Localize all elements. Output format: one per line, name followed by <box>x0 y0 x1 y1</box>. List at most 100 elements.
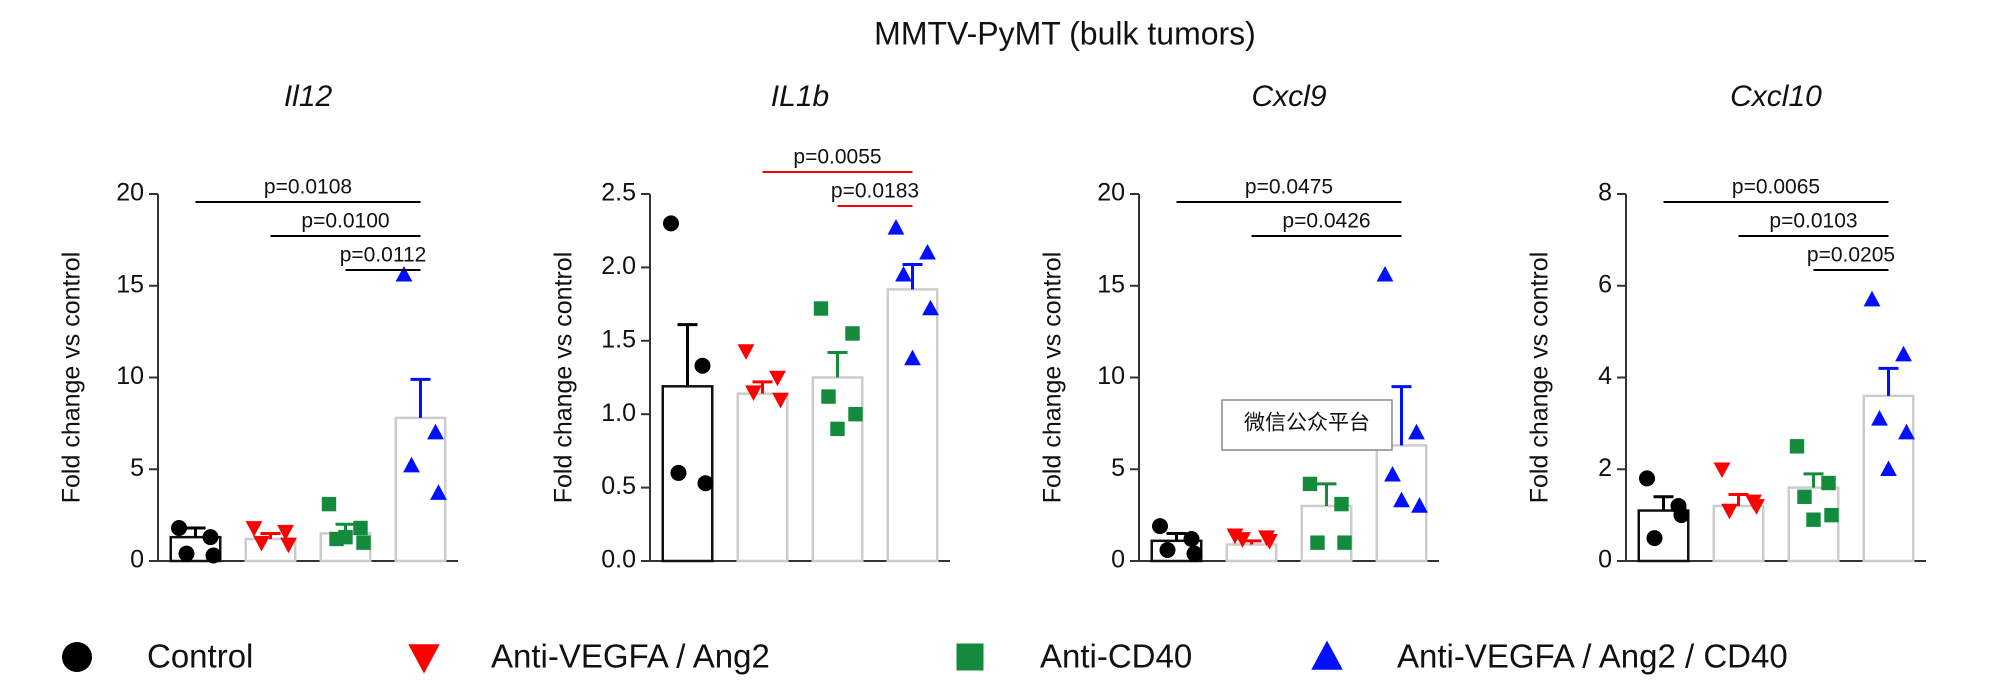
data-point <box>1261 534 1278 550</box>
p-value: p=0.0055 <box>793 146 881 169</box>
data-point <box>848 407 863 422</box>
data-point <box>321 496 337 512</box>
data-point <box>1721 503 1738 520</box>
data-point <box>205 547 222 564</box>
bar <box>736 392 789 563</box>
p-value: p=0.0426 <box>1282 210 1370 233</box>
chart-title: IL1b <box>771 80 829 113</box>
data-point <box>694 357 711 374</box>
data-point <box>1898 423 1915 440</box>
data-point <box>1713 462 1731 479</box>
data-point <box>922 299 939 316</box>
data-point <box>1806 512 1821 527</box>
data-point <box>1408 423 1425 440</box>
legend-label: Anti-VEGFA / Ang2 / CD40 <box>1397 638 1788 675</box>
y-tick-label: 20 <box>116 179 144 207</box>
data-point <box>1871 409 1888 426</box>
y-tick-label: 0 <box>130 546 144 574</box>
bar <box>886 288 939 563</box>
data-point <box>1411 497 1428 513</box>
error-bar <box>827 351 848 378</box>
data-point <box>697 475 714 492</box>
error-bar <box>677 323 698 387</box>
data-point <box>253 535 270 552</box>
y-tick-label: 10 <box>1097 362 1125 390</box>
data-point <box>1152 518 1168 535</box>
data-point <box>277 524 294 541</box>
p-value: p=0.0108 <box>264 176 352 199</box>
y-tick-label: 5 <box>1111 454 1125 482</box>
data-point <box>1234 532 1251 548</box>
p-value: p=0.0100 <box>301 210 389 233</box>
y-axis-label: Fold change vs control <box>1039 252 1067 504</box>
data-point <box>403 456 420 473</box>
y-axis-label: Fold change vs control <box>1526 252 1554 504</box>
data-point <box>338 529 353 545</box>
p-value: p=0.0183 <box>831 180 919 203</box>
p-value: p=0.0205 <box>1807 244 1895 267</box>
bar <box>1862 394 1915 563</box>
y-tick-label: 2 <box>1598 454 1612 482</box>
chart-title: Cxcl10 <box>1730 80 1822 113</box>
data-point <box>1302 476 1318 492</box>
data-point <box>887 218 905 235</box>
y-axis-label: Fold change vs control <box>550 252 578 504</box>
data-point <box>745 385 762 401</box>
error-bar <box>902 262 923 290</box>
y-tick-label: 0.0 <box>601 546 636 574</box>
data-point <box>663 215 679 232</box>
data-point <box>737 344 755 360</box>
p-value: p=0.0065 <box>1732 176 1820 199</box>
data-point <box>821 389 836 404</box>
data-point <box>1797 489 1812 504</box>
y-tick-label: 1.0 <box>601 399 636 427</box>
data-point <box>772 392 789 409</box>
legend-label: Anti-CD40 <box>1040 638 1192 675</box>
y-tick-label: 20 <box>1097 179 1125 207</box>
figure-title: MMTV-PyMT (bulk tumors) <box>874 15 1256 51</box>
data-point <box>670 464 687 481</box>
data-point <box>1337 535 1352 550</box>
legend-marker <box>1311 640 1343 670</box>
data-point <box>895 265 912 282</box>
error-bar <box>260 531 281 539</box>
bar <box>811 376 864 563</box>
error-bar <box>185 526 206 538</box>
data-point <box>830 421 845 437</box>
legend-marker <box>408 644 440 674</box>
y-tick-label: 4 <box>1598 362 1612 390</box>
y-tick-label: 10 <box>116 362 144 390</box>
y-tick-label: 2.0 <box>601 252 636 280</box>
data-point <box>245 521 263 537</box>
data-point <box>845 326 860 341</box>
data-point <box>1863 290 1881 307</box>
bar <box>1712 504 1765 563</box>
data-point <box>769 370 786 387</box>
data-point <box>813 301 829 316</box>
data-point <box>1789 439 1805 454</box>
error-bar <box>1878 366 1899 396</box>
error-bar <box>1166 531 1187 541</box>
y-tick-label: 1.5 <box>601 325 636 353</box>
data-point <box>427 423 444 440</box>
data-point <box>280 537 297 554</box>
data-point <box>919 243 936 260</box>
p-value: p=0.0112 <box>340 244 427 267</box>
error-bar <box>1391 385 1412 446</box>
legend-label: Anti-VEGFA / Ang2 <box>491 638 770 675</box>
data-point <box>430 484 447 500</box>
data-point <box>178 545 195 562</box>
error-bar <box>410 377 431 418</box>
y-axis-label: Fold change vs control <box>58 252 86 504</box>
data-point <box>356 535 371 550</box>
data-point <box>1384 465 1401 482</box>
data-point <box>353 520 368 536</box>
error-bar <box>1316 482 1337 506</box>
y-tick-label: 8 <box>1598 179 1612 207</box>
y-tick-label: 5 <box>130 454 144 482</box>
data-point <box>202 529 219 546</box>
error-bar <box>1803 472 1824 488</box>
legend-label: Control <box>147 638 253 675</box>
y-tick-label: 15 <box>1097 270 1125 298</box>
